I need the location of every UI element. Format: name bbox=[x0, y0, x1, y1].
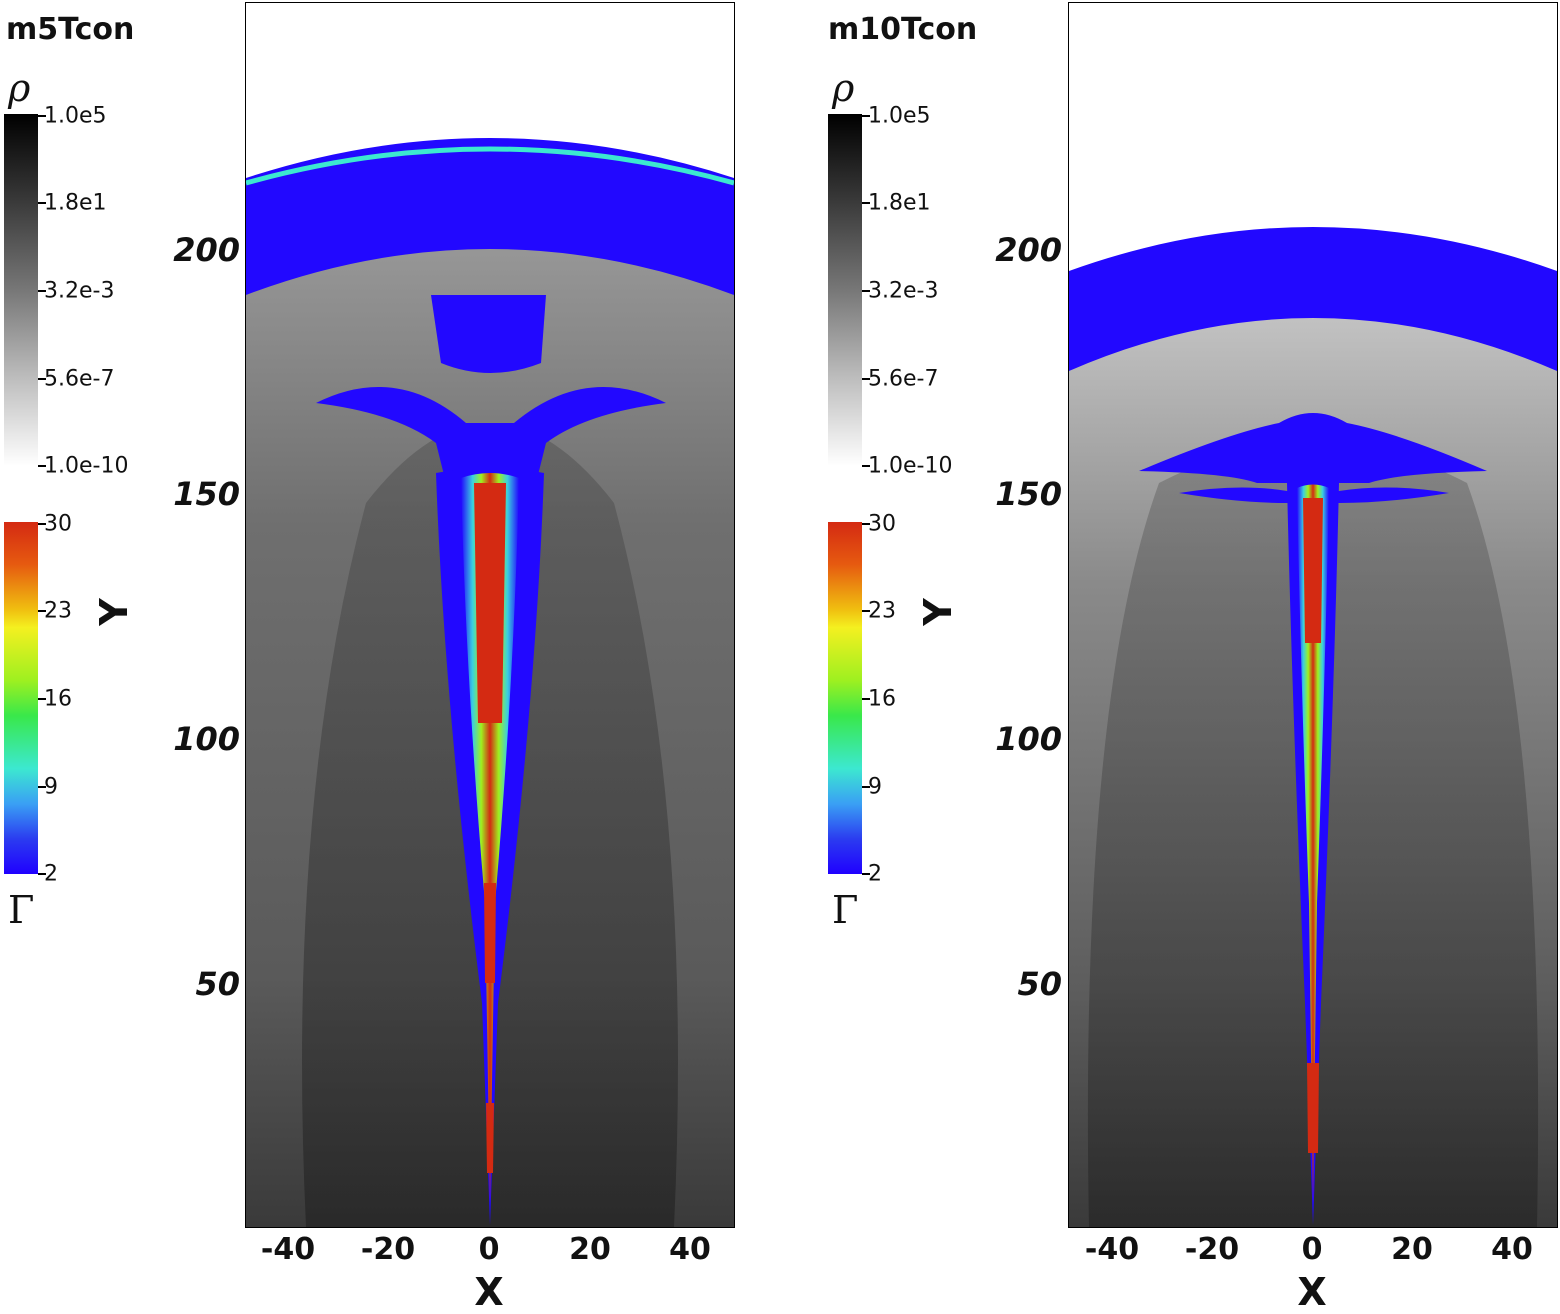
lorentz-colorbar bbox=[4, 522, 38, 874]
rho-tick-label: 5.6e-7 bbox=[868, 366, 939, 392]
cbar-tick bbox=[38, 610, 46, 612]
y-tick-label: 150 bbox=[173, 475, 240, 513]
x-axis-label: X bbox=[1297, 1270, 1327, 1314]
cbar-tick bbox=[862, 786, 870, 788]
simulation-plot bbox=[245, 2, 735, 1228]
x-tick-label: 20 bbox=[569, 1232, 611, 1267]
y-axis-label: Y bbox=[915, 598, 960, 626]
rho-tick-label: 3.2e-3 bbox=[868, 278, 939, 304]
cbar-tick bbox=[862, 202, 870, 204]
rho-symbol: ρ bbox=[8, 66, 31, 110]
rho-symbol: ρ bbox=[832, 66, 855, 110]
y-tick-label: 50 bbox=[195, 965, 240, 1003]
lorentz-colorbar bbox=[828, 522, 862, 874]
rho-tick-label: 3.2e-3 bbox=[44, 278, 115, 304]
gamma-tick-label: 16 bbox=[868, 686, 896, 712]
rho-tick-label: 1.0e5 bbox=[868, 103, 931, 129]
cbar-tick bbox=[862, 610, 870, 612]
gamma-tick-label: 30 bbox=[44, 511, 72, 537]
cbar-tick bbox=[862, 115, 870, 117]
cbar-tick bbox=[38, 115, 46, 117]
y-tick-label: 100 bbox=[995, 720, 1062, 758]
rho-tick-label: 1.0e5 bbox=[44, 103, 107, 129]
cbar-tick bbox=[862, 873, 870, 875]
gamma-symbol: Γ bbox=[832, 888, 859, 932]
density-lorentz-map bbox=[246, 3, 734, 1227]
gamma-tick-label: 30 bbox=[868, 511, 896, 537]
rho-tick-label: 5.6e-7 bbox=[44, 366, 115, 392]
cbar-tick bbox=[38, 786, 46, 788]
x-tick-label: -20 bbox=[1184, 1232, 1240, 1267]
y-tick-label: 100 bbox=[173, 720, 240, 758]
density-lorentz-map bbox=[1069, 3, 1557, 1227]
gamma-tick-label: 2 bbox=[868, 861, 882, 887]
cbar-tick bbox=[38, 290, 46, 292]
gamma-tick-label: 9 bbox=[868, 774, 882, 800]
cbar-tick bbox=[862, 465, 870, 467]
density-colorbar bbox=[4, 114, 38, 466]
rho-tick-label: 1.8e1 bbox=[44, 190, 107, 216]
x-tick-label: 20 bbox=[1391, 1232, 1433, 1267]
cbar-tick bbox=[38, 202, 46, 204]
x-tick-label: -40 bbox=[1084, 1232, 1140, 1267]
gamma-tick-label: 23 bbox=[44, 598, 72, 624]
gamma-tick-label: 2 bbox=[44, 861, 58, 887]
panel-left: m5Tcon ρ 1.0e5 1.8e1 3.2e-3 5.6e-7 1.0e-… bbox=[0, 0, 780, 1314]
gamma-tick-label: 16 bbox=[44, 686, 72, 712]
x-tick-label: 0 bbox=[478, 1232, 500, 1267]
panel-title: m5Tcon bbox=[6, 12, 135, 47]
y-tick-label: 200 bbox=[173, 231, 240, 269]
cbar-tick bbox=[38, 378, 46, 380]
cbar-tick bbox=[38, 873, 46, 875]
density-colorbar bbox=[828, 114, 862, 466]
cbar-tick bbox=[38, 465, 46, 467]
y-tick-label: 150 bbox=[995, 475, 1062, 513]
x-tick-label: -40 bbox=[260, 1232, 316, 1267]
x-tick-label: 40 bbox=[669, 1232, 711, 1267]
x-axis-label: X bbox=[474, 1270, 504, 1314]
gamma-tick-label: 9 bbox=[44, 774, 58, 800]
cbar-tick bbox=[38, 523, 46, 525]
rho-tick-label: 1.0e-10 bbox=[868, 453, 953, 479]
gamma-tick-label: 23 bbox=[868, 598, 896, 624]
rho-tick-label: 1.0e-10 bbox=[44, 453, 129, 479]
x-tick-label: -20 bbox=[360, 1232, 416, 1267]
gamma-symbol: Γ bbox=[8, 888, 35, 932]
cbar-tick bbox=[38, 698, 46, 700]
panel-title: m10Tcon bbox=[828, 12, 978, 47]
y-axis-label: Y bbox=[91, 598, 136, 626]
y-tick-label: 200 bbox=[995, 231, 1062, 269]
simulation-plot bbox=[1068, 2, 1558, 1228]
rho-tick-label: 1.8e1 bbox=[868, 190, 931, 216]
cbar-tick bbox=[862, 378, 870, 380]
x-tick-label: 40 bbox=[1491, 1232, 1533, 1267]
cbar-tick bbox=[862, 290, 870, 292]
panel-right: m10Tcon ρ 1.0e5 1.8e1 3.2e-3 5.6e-7 1.0e… bbox=[824, 0, 1560, 1314]
x-tick-label: 0 bbox=[1301, 1232, 1323, 1267]
cbar-tick bbox=[862, 698, 870, 700]
cbar-tick bbox=[862, 523, 870, 525]
y-tick-label: 50 bbox=[1017, 965, 1062, 1003]
